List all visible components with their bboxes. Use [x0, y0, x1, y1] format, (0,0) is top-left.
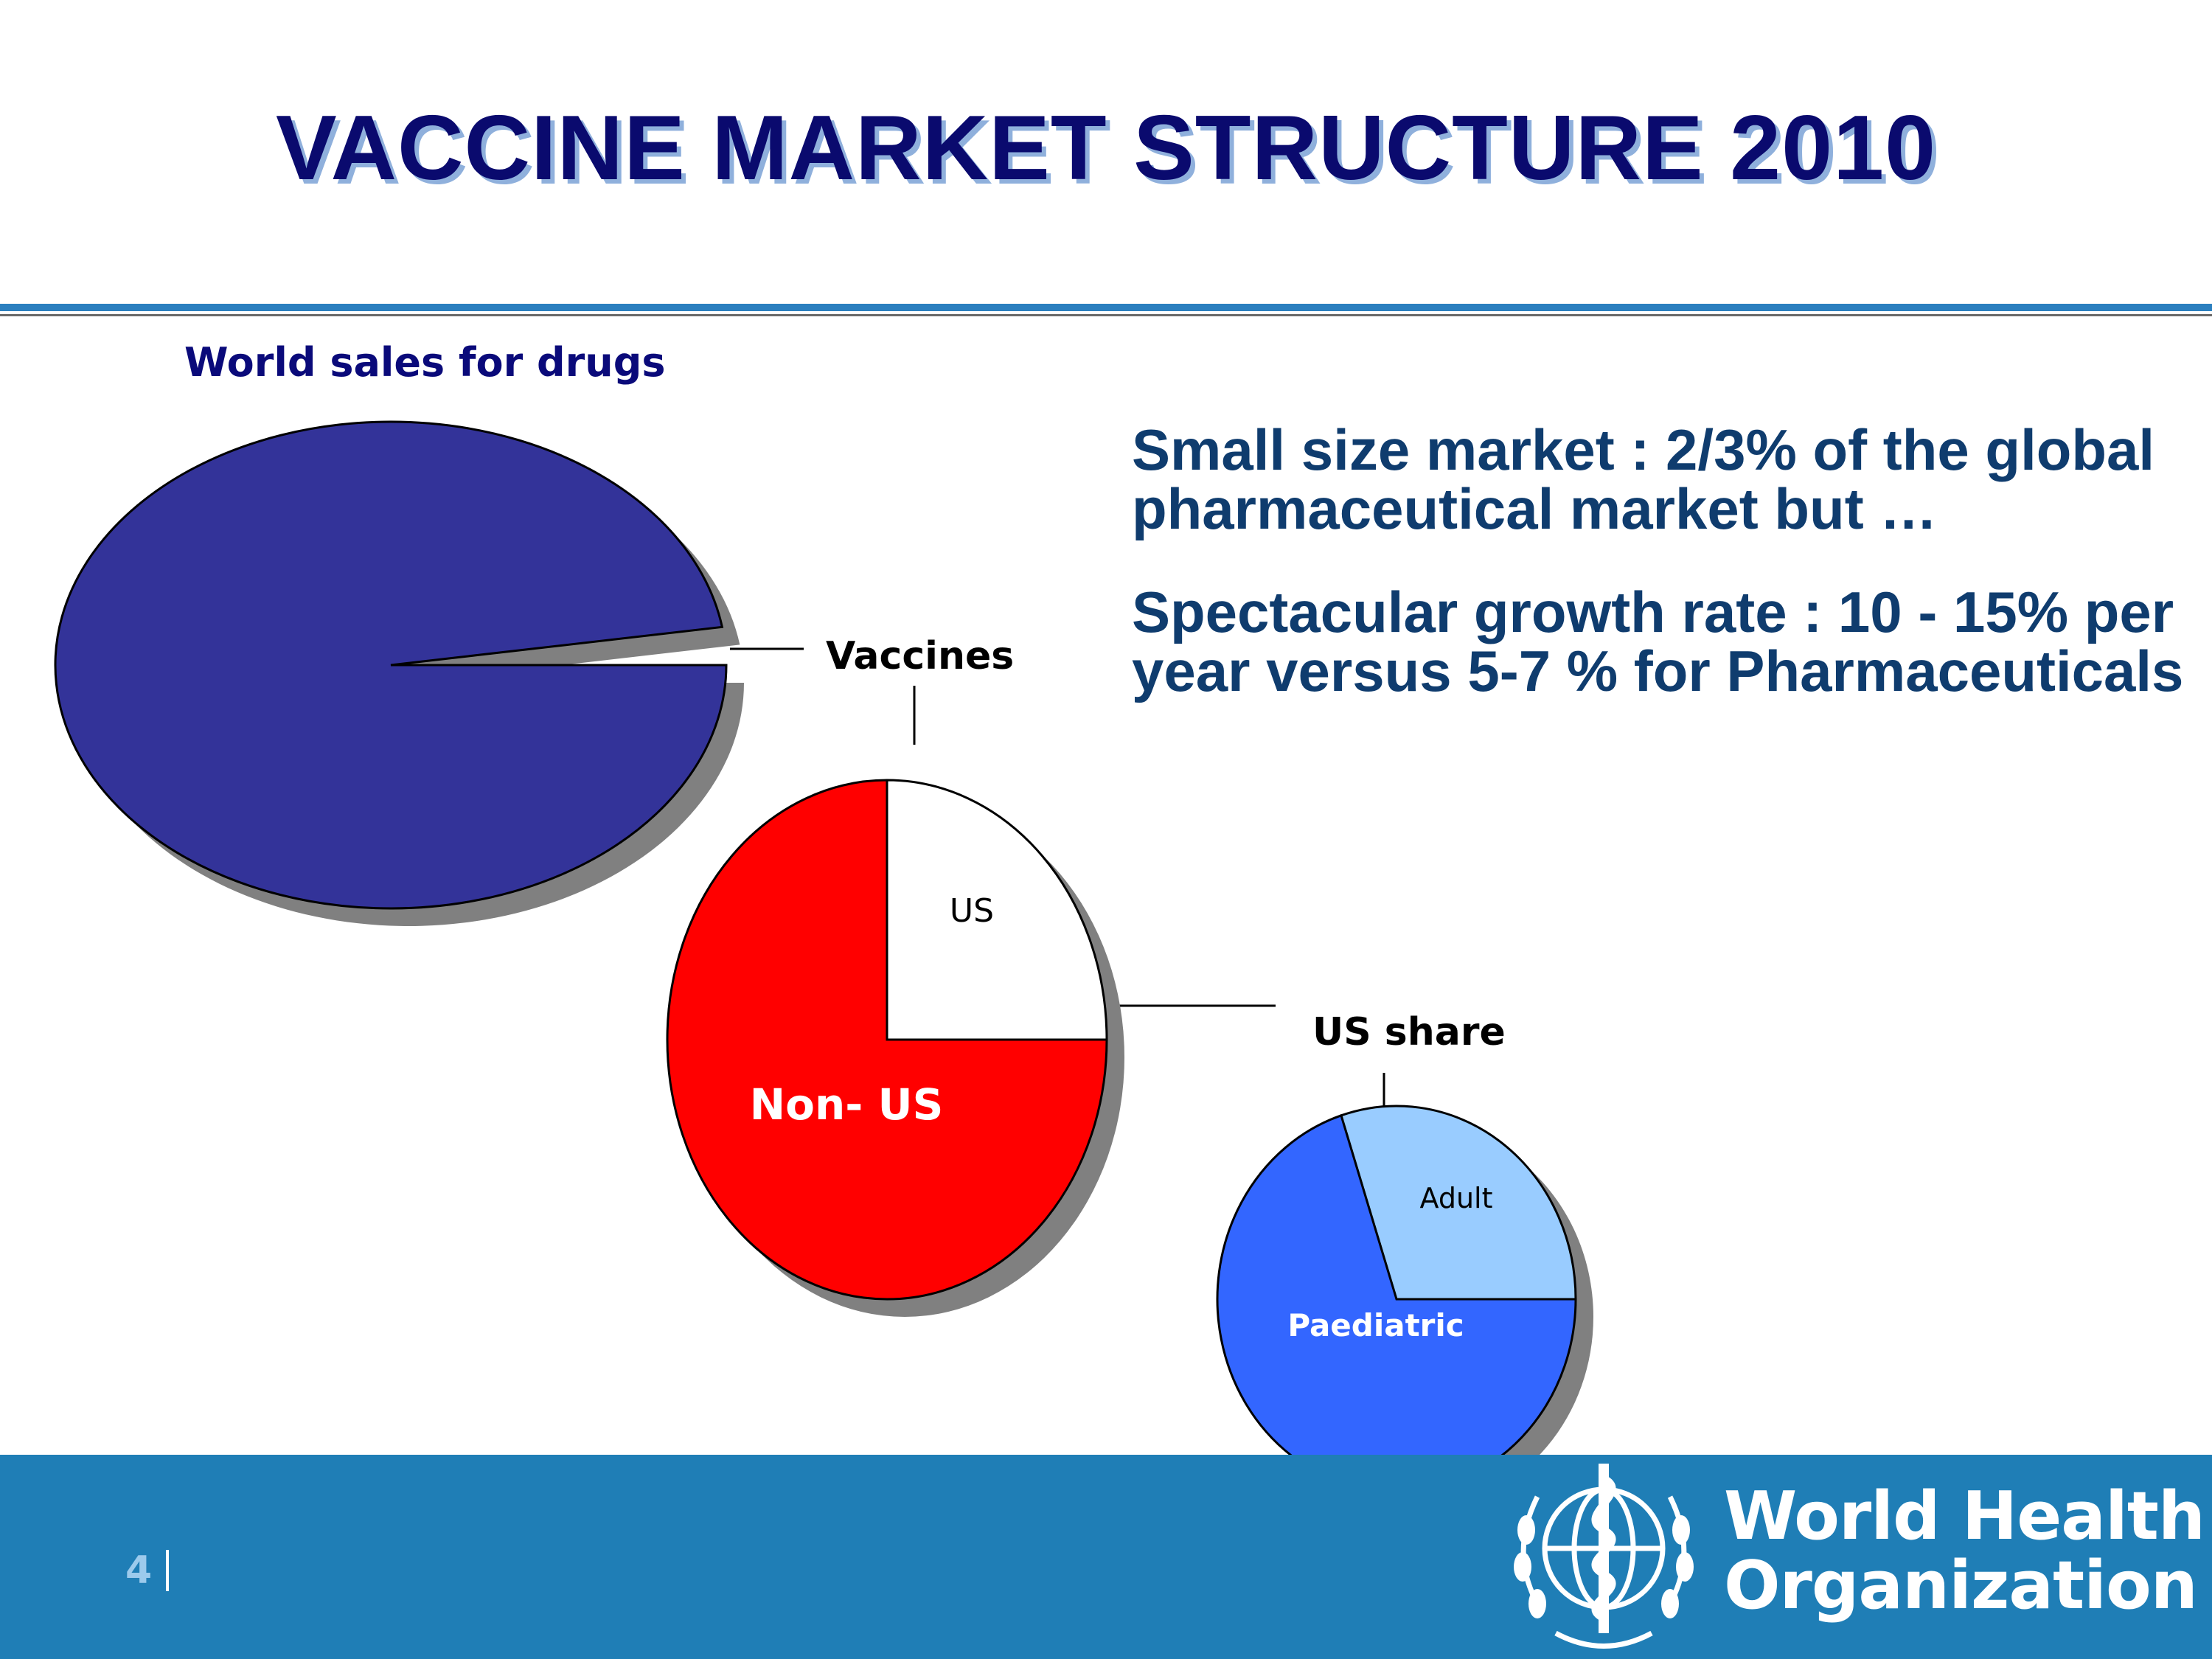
- who-wordmark-line: Organization: [1724, 1547, 2198, 1624]
- slide-title: VACCINE MARKET STRUCTURE 2010: [275, 97, 1937, 199]
- pie-us: Adult Paediatric: [1216, 1105, 1593, 1511]
- page-separator: [166, 1550, 169, 1591]
- bullet-list: Small size market : 2/3% of the global p…: [1132, 420, 2194, 745]
- slice-label: Non- US: [750, 1079, 944, 1130]
- chart-subtitle: World sales for drugs: [184, 339, 666, 386]
- pie-vaccines: US Non- US: [666, 779, 1124, 1317]
- bullet-item: Spectacular growth rate : 10 - 15% per y…: [1132, 580, 2184, 703]
- who-wordmark: World Health Organization: [1724, 1482, 2205, 1621]
- title-divider: [0, 304, 2212, 311]
- who-emblem-icon: [1514, 1464, 1694, 1649]
- slice-label: US: [950, 892, 994, 930]
- slice-label: Paediatric: [1287, 1307, 1464, 1343]
- pie-slice-adult: [1340, 1105, 1577, 1301]
- bullet-item: Small size market : 2/3% of the global p…: [1132, 417, 2155, 541]
- footer-bar: [0, 1455, 2212, 1659]
- who-wordmark-line: World Health: [1724, 1478, 2205, 1555]
- slice-label: Adult: [1420, 1182, 1493, 1214]
- page-number: 4: [125, 1548, 153, 1593]
- title-divider-shadow: [0, 314, 2212, 316]
- pie-slice-drugs: [54, 420, 728, 910]
- pie-drugs: [54, 420, 745, 927]
- pie-slice-us: [886, 779, 1108, 1041]
- us-share-callout-label: US share: [1312, 1010, 1506, 1054]
- pie-slice-non-us: [666, 779, 1108, 1301]
- vaccines-callout-label: Vaccines: [826, 634, 1014, 678]
